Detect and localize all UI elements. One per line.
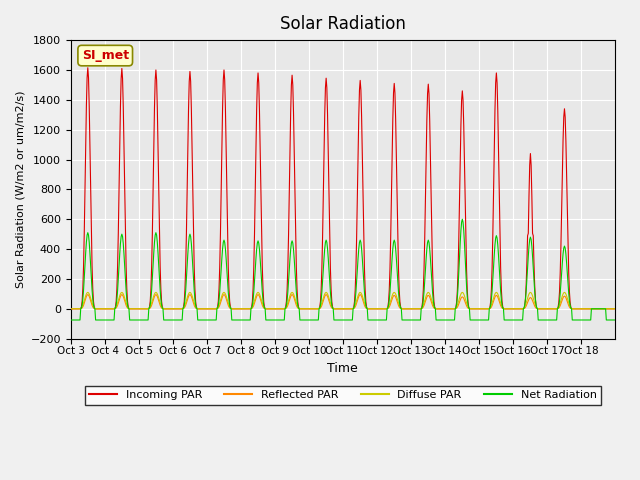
Y-axis label: Solar Radiation (W/m2 or um/m2/s): Solar Radiation (W/m2 or um/m2/s) (15, 91, 25, 288)
Legend: Incoming PAR, Reflected PAR, Diffuse PAR, Net Radiation: Incoming PAR, Reflected PAR, Diffuse PAR… (84, 386, 601, 405)
Text: SI_met: SI_met (82, 49, 129, 62)
Title: Solar Radiation: Solar Radiation (280, 15, 406, 33)
X-axis label: Time: Time (328, 362, 358, 375)
